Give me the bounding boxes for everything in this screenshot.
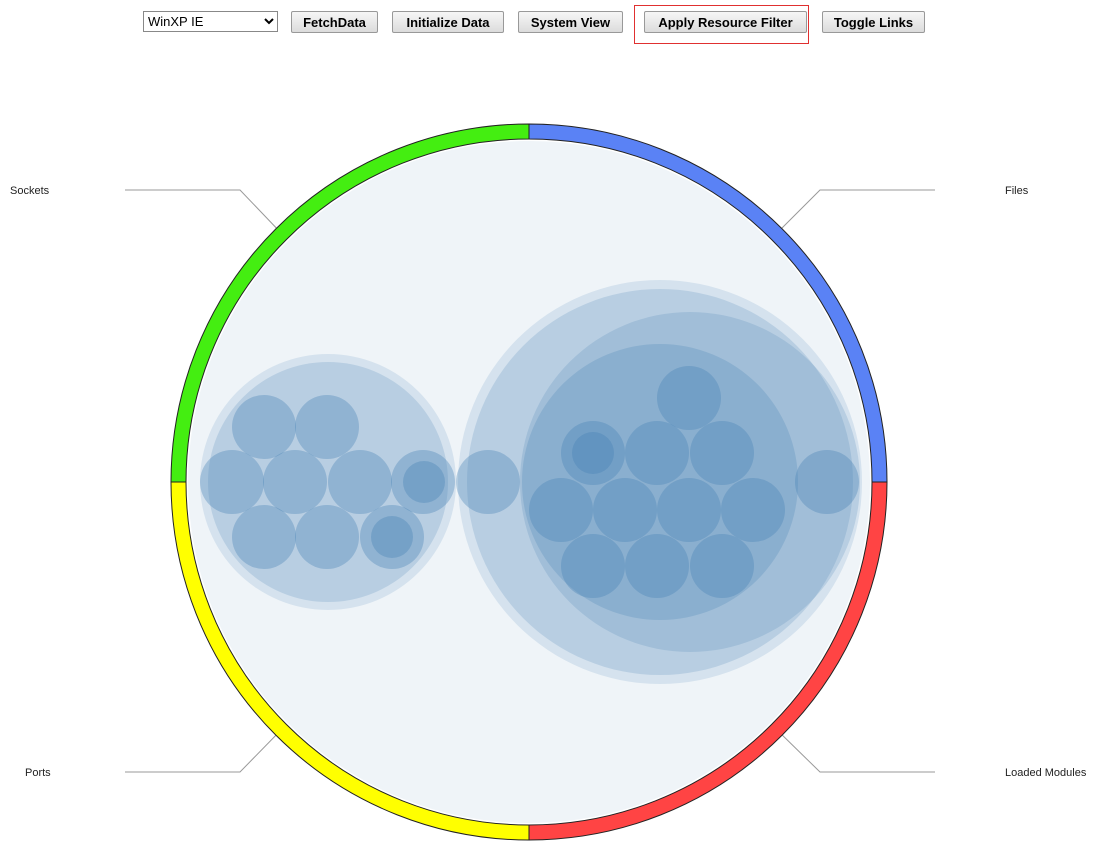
leaf bbox=[263, 450, 327, 514]
leaf-circles bbox=[200, 366, 859, 598]
leaf bbox=[295, 395, 359, 459]
label: Files bbox=[1005, 185, 1029, 197]
leaf bbox=[561, 421, 625, 485]
leaf bbox=[360, 505, 424, 569]
ring bbox=[170, 123, 888, 841]
leaf bbox=[572, 432, 614, 474]
leaf bbox=[200, 450, 264, 514]
leaf bbox=[795, 450, 859, 514]
pack-root bbox=[188, 141, 870, 823]
group-circle bbox=[200, 354, 456, 610]
label: Loaded Modules bbox=[1005, 767, 1087, 779]
toolbar: WinXP IE FetchData Initialize Data Syste… bbox=[0, 11, 1099, 35]
highlight-box bbox=[634, 5, 809, 44]
leader-line bbox=[125, 727, 284, 773]
leaf bbox=[625, 421, 689, 485]
leaf bbox=[657, 478, 721, 542]
leader-lines bbox=[125, 189, 935, 773]
init-button[interactable]: Initialize Data bbox=[392, 11, 504, 33]
leader-line bbox=[125, 189, 284, 236]
leader-line bbox=[774, 727, 935, 773]
group-circle bbox=[467, 289, 853, 675]
leaf bbox=[456, 450, 520, 514]
leaf bbox=[391, 450, 455, 514]
leaf bbox=[690, 534, 754, 598]
toggle-links-button[interactable]: Toggle Links bbox=[822, 11, 925, 33]
leaf bbox=[295, 505, 359, 569]
leaf bbox=[403, 461, 445, 503]
leaf bbox=[721, 478, 785, 542]
leaf bbox=[690, 421, 754, 485]
leaf bbox=[232, 395, 296, 459]
pack-circles bbox=[200, 280, 862, 684]
group-circle bbox=[458, 280, 862, 684]
leaf bbox=[593, 478, 657, 542]
dataset-select[interactable]: WinXP IE bbox=[143, 11, 278, 32]
group-circle bbox=[520, 312, 860, 652]
label: Ports bbox=[25, 767, 51, 779]
leader-line bbox=[774, 189, 935, 236]
filter-button[interactable]: Apply Resource Filter bbox=[644, 11, 807, 33]
leaf bbox=[328, 450, 392, 514]
group-circle bbox=[208, 362, 448, 602]
leaf bbox=[529, 478, 593, 542]
group-circle bbox=[522, 344, 798, 620]
fetch-button[interactable]: FetchData bbox=[291, 11, 378, 33]
leaf bbox=[371, 516, 413, 558]
system-view-button[interactable]: System View bbox=[518, 11, 623, 33]
ring-segment bbox=[170, 123, 530, 483]
leaf bbox=[232, 505, 296, 569]
label: Sockets bbox=[10, 185, 50, 197]
leaf bbox=[625, 534, 689, 598]
leaf bbox=[657, 366, 721, 430]
leaf bbox=[561, 534, 625, 598]
